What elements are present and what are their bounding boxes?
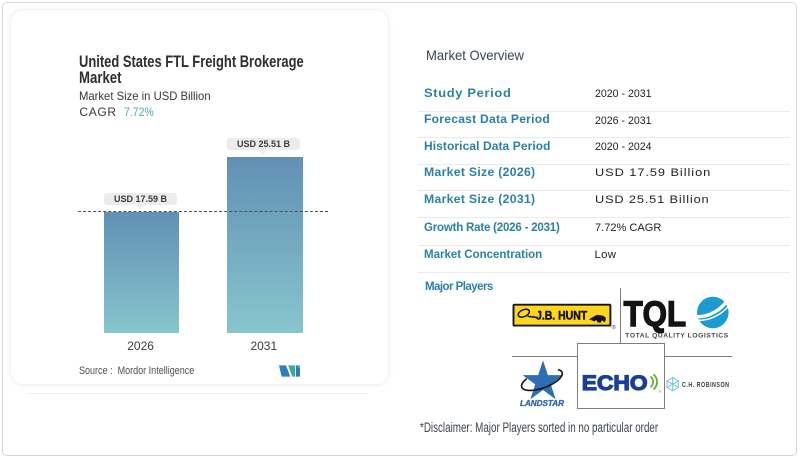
svg-text:®: ® bbox=[659, 389, 662, 394]
svg-text:C.H. ROBINSON: C.H. ROBINSON bbox=[682, 382, 730, 389]
svg-text:LANDSTAR: LANDSTAR bbox=[520, 399, 564, 408]
svg-text:TOTAL QUALITY LOGISTICS: TOTAL QUALITY LOGISTICS bbox=[625, 332, 729, 339]
svg-text:®: ® bbox=[612, 324, 616, 330]
svg-text:ECHO: ECHO bbox=[582, 371, 648, 395]
svg-text:J.B. HUNT: J.B. HUNT bbox=[536, 309, 588, 323]
svg-text:TQL: TQL bbox=[624, 294, 687, 334]
